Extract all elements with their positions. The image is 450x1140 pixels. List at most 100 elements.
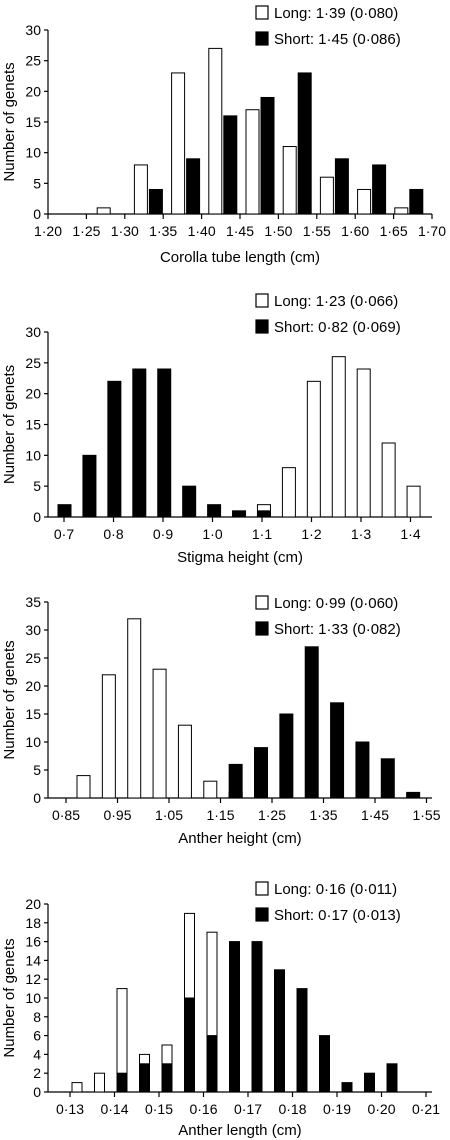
y-tick-label: 30 xyxy=(25,324,41,340)
bar-short xyxy=(406,791,421,799)
legend-swatch-long xyxy=(255,595,269,610)
bar-short xyxy=(184,997,195,1093)
bar-long xyxy=(245,109,260,215)
legend-label-long: Long: 1·23 (0·066) xyxy=(274,293,398,310)
x-tick-label: 1·20 xyxy=(34,223,62,239)
bar-long xyxy=(94,1072,105,1093)
x-tick-label: 1·25 xyxy=(258,807,286,823)
bar-short xyxy=(319,1035,330,1093)
legend-label-short: Short: 1·45 (0·086) xyxy=(274,31,401,48)
y-tick-label: 20 xyxy=(25,386,41,402)
x-tick-label: 0·19 xyxy=(323,1101,351,1117)
y-tick-label: 20 xyxy=(25,83,41,99)
y-tick-label: 30 xyxy=(25,22,41,38)
legend-label-short: Short: 0·82 (0·069) xyxy=(274,319,401,336)
y-tick-label: 25 xyxy=(25,53,41,69)
bar-short xyxy=(364,1072,375,1093)
legend-swatch-short xyxy=(255,319,269,334)
bar-long xyxy=(177,724,192,799)
x-tick-label: 0·85 xyxy=(52,807,80,823)
x-tick-label: 0·13 xyxy=(56,1101,84,1117)
y-axis-title: Number of genets xyxy=(1,62,18,181)
bar-short xyxy=(157,368,172,518)
x-tick-label: 0·20 xyxy=(367,1101,395,1117)
y-tick-label: 16 xyxy=(25,934,41,950)
y-tick-label: 0 xyxy=(33,790,41,806)
bar-short xyxy=(107,380,122,518)
x-tick-label: 0·8 xyxy=(103,526,123,542)
bar-short xyxy=(297,72,312,215)
bar-short xyxy=(330,702,345,799)
bar-short xyxy=(148,188,163,215)
x-tick-label: 1·05 xyxy=(155,807,183,823)
bar-short xyxy=(223,115,238,215)
bar-short xyxy=(232,510,247,518)
legend-swatch-long xyxy=(255,881,269,896)
bar-short xyxy=(355,741,370,799)
legend-swatch-short xyxy=(255,31,269,46)
x-tick-label: 1·70 xyxy=(418,223,446,239)
legend-swatch-short xyxy=(255,621,269,636)
bar-long xyxy=(208,47,223,215)
bar-long xyxy=(203,780,218,799)
bar-short xyxy=(279,713,294,799)
bar-long xyxy=(152,668,167,799)
y-tick-label: 4 xyxy=(33,1046,41,1062)
x-tick-label: 1·55 xyxy=(303,223,331,239)
bar-long xyxy=(96,207,111,215)
y-tick-label: 12 xyxy=(25,971,41,987)
y-tick-label: 30 xyxy=(25,622,41,638)
bar-long xyxy=(127,618,142,799)
x-tick-label: 1·35 xyxy=(149,223,177,239)
bar-long xyxy=(331,356,346,518)
x-tick-label: 1·60 xyxy=(341,223,369,239)
x-tick-label: 1·3 xyxy=(351,526,371,542)
bar-short xyxy=(251,941,263,1093)
bar-short xyxy=(182,485,197,518)
y-tick-label: 10 xyxy=(25,990,41,1006)
bar-short xyxy=(139,1063,150,1093)
y-tick-label: 0 xyxy=(33,206,41,222)
y-tick-label: 15 xyxy=(25,706,41,722)
y-tick-label: 10 xyxy=(25,145,41,161)
bar-short xyxy=(296,988,308,1093)
y-tick-label: 18 xyxy=(25,915,41,931)
x-tick-label: 0·18 xyxy=(278,1101,306,1117)
x-tick-label: 0·21 xyxy=(412,1101,440,1117)
y-tick-label: 5 xyxy=(33,478,41,494)
x-tick-label: 0·15 xyxy=(145,1101,173,1117)
y-axis-title: Number of genets xyxy=(1,365,18,484)
bar-short xyxy=(380,758,395,799)
bar-long xyxy=(306,380,321,518)
bar-long xyxy=(133,164,148,215)
x-tick-label: 0·9 xyxy=(153,526,173,542)
bar-short xyxy=(260,96,275,215)
x-axis-title: Anther height (cm) xyxy=(178,830,301,847)
legend-label-long: Long: 0·16 (0·011) xyxy=(274,881,397,898)
x-tick-label: 1·0 xyxy=(202,526,222,542)
y-tick-label: 15 xyxy=(25,417,41,433)
y-tick-label: 0 xyxy=(33,509,41,525)
bar-short xyxy=(57,504,72,518)
bar-short xyxy=(274,969,285,1093)
bar-long xyxy=(76,775,91,799)
y-tick-label: 10 xyxy=(25,734,41,750)
bar-long xyxy=(101,674,116,799)
bar-long xyxy=(394,207,409,215)
legend-swatch-long xyxy=(255,293,269,308)
x-tick-label: 1·35 xyxy=(309,807,337,823)
x-tick-label: 1·4 xyxy=(400,526,420,542)
x-tick-label: 1·50 xyxy=(264,223,292,239)
legend-label-long: Long: 1·39 (0·080) xyxy=(274,5,398,22)
y-tick-label: 6 xyxy=(33,1028,41,1044)
x-tick-label: 1·30 xyxy=(111,223,139,239)
bar-short xyxy=(256,510,271,518)
bar-short xyxy=(229,941,240,1093)
y-tick-label: 25 xyxy=(25,355,41,371)
bar-short xyxy=(161,1063,173,1093)
x-tick-label: 1·40 xyxy=(188,223,216,239)
bar-short xyxy=(372,164,387,215)
x-tick-label: 1·25 xyxy=(72,223,100,239)
bar-long xyxy=(356,368,371,518)
bar-long xyxy=(281,467,296,518)
